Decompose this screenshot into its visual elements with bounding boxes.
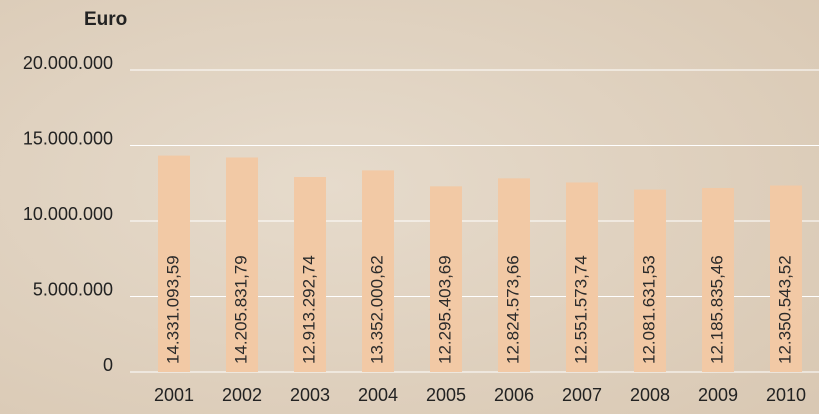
value-label: 12.295.403,69 — [435, 255, 454, 364]
value-label: 13.352.000,62 — [367, 255, 386, 364]
x-tick-label: 2009 — [698, 385, 738, 405]
value-label: 14.331.093,59 — [163, 255, 182, 364]
chart: Euro 0 5.000.000 10.000.000 15.000.000 20.00… — [0, 0, 819, 414]
value-label: 12.551.573,74 — [571, 255, 590, 364]
background — [0, 0, 819, 414]
x-tick-label: 2007 — [562, 385, 602, 405]
y-tick-label: 15.000.000 — [23, 128, 113, 148]
value-label: 12.824.573,66 — [503, 255, 522, 364]
x-tick-label: 2008 — [630, 385, 670, 405]
value-label: 14.205.831,79 — [231, 255, 250, 364]
x-tick-label: 2005 — [426, 385, 466, 405]
x-tick-label: 2004 — [358, 385, 398, 405]
value-label: 12.350.543,52 — [775, 255, 794, 364]
value-label: 12.913.292,74 — [299, 255, 318, 364]
x-tick-label: 2003 — [290, 385, 330, 405]
x-tick-label: 2002 — [222, 385, 262, 405]
y-tick-label: 5.000.000 — [33, 279, 113, 299]
value-label: 12.185.835,46 — [707, 255, 726, 364]
value-label: 12.081.631,53 — [639, 255, 658, 364]
x-tick-label: 2010 — [766, 385, 806, 405]
y-axis-label: Euro — [84, 9, 127, 30]
x-tick-label: 2001 — [154, 385, 194, 405]
y-tick-label: 10.000.000 — [23, 204, 113, 224]
page: {"chart_data": {"type": "bar", "y_axis_l… — [0, 0, 819, 414]
x-tick-label: 2006 — [494, 385, 534, 405]
y-tick-label: 20.000.000 — [23, 53, 113, 73]
y-tick-label: 0 — [103, 355, 113, 375]
